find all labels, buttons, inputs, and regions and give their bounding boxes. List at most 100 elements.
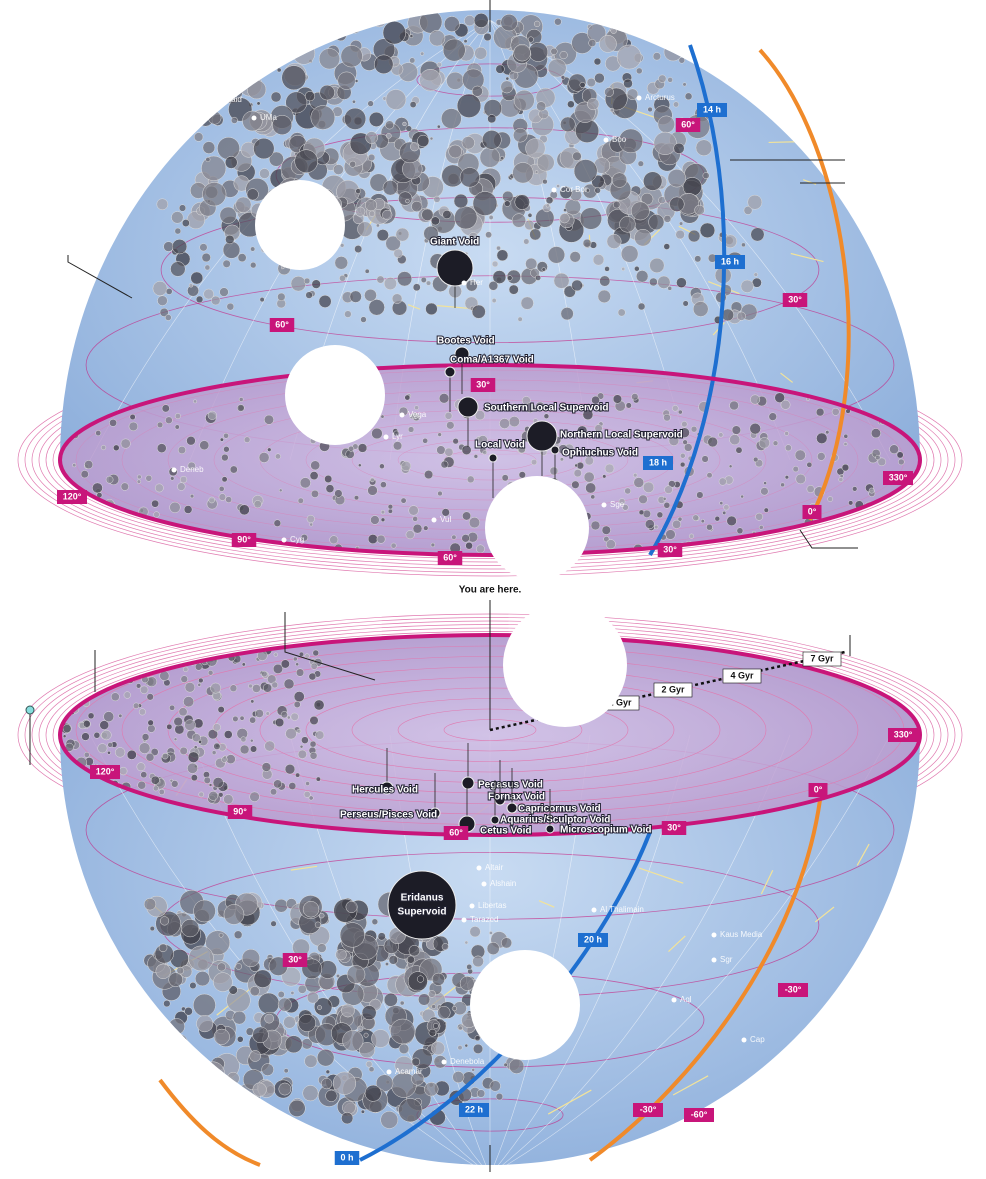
constellation-line [547,1089,592,1115]
galaxy [240,1094,247,1101]
galaxy [270,91,282,103]
galaxy [368,111,384,127]
label-box [269,318,295,332]
galaxy [474,410,486,421]
galaxy [156,1094,173,1111]
galaxy [735,446,743,454]
star-label: Denebola [450,1057,485,1066]
galaxy [232,715,239,722]
star-label: Cap [750,1035,765,1044]
galaxy [221,476,228,483]
galaxy [221,68,240,87]
galaxy [868,487,875,494]
void-label: Giant Void [430,237,479,248]
galaxy [354,245,363,253]
galaxy [572,151,582,161]
galaxy [206,10,229,32]
star [431,517,437,523]
galaxy [165,288,173,295]
galaxy [722,510,727,515]
galaxy [743,206,753,215]
galaxy [250,738,254,743]
galaxy [437,490,443,497]
galaxy [843,442,848,447]
galaxy [136,479,142,484]
galaxy [148,1110,168,1129]
galaxy [440,460,449,469]
galaxy [601,525,611,535]
galaxy [250,699,255,704]
galaxy [623,78,633,89]
galaxy [663,413,671,422]
galaxy [385,120,395,130]
galaxy [358,463,362,467]
galaxy [280,711,288,719]
galaxy [232,1010,247,1025]
galaxy [173,737,178,741]
galaxy [364,288,377,302]
ecliptic-line [588,799,822,1162]
galaxy [611,172,628,188]
constellation-line [258,1104,266,1117]
galaxy [178,707,188,717]
galaxy [237,253,247,263]
galaxy [792,465,799,473]
galaxy [436,62,442,68]
galaxy [288,1099,306,1117]
label-box [715,255,745,269]
galaxy [194,663,203,671]
galaxy [424,1082,439,1097]
caption: You are here. [459,585,522,596]
galaxy [393,248,403,259]
galaxy [841,463,850,472]
galaxy [740,279,754,293]
galaxy [597,289,611,304]
galaxy [485,231,492,239]
galaxy [772,440,779,446]
star [281,537,287,543]
galaxy [464,1043,469,1048]
star [551,187,557,193]
galaxy [547,58,567,78]
galaxy [293,701,301,708]
galaxy [333,164,344,175]
galaxy [609,107,615,113]
galaxy [270,788,278,796]
galaxy [409,101,417,108]
galaxy [95,430,102,436]
star-label: Libertas [478,901,506,910]
galaxy [401,461,412,472]
galaxy [205,930,231,956]
galaxy [360,316,367,323]
star [741,1037,747,1043]
galaxy [273,519,282,527]
galaxy [156,1054,171,1069]
galaxy [750,394,761,405]
galaxy [684,92,693,101]
star [383,434,389,440]
galaxy [138,708,146,716]
galaxy [414,414,419,419]
ecliptic-line [158,1078,261,1167]
galaxy [298,41,310,53]
galaxy [237,404,245,412]
galaxy [453,193,469,209]
galaxy [371,918,379,925]
galaxy [305,291,313,299]
galaxy [135,683,142,689]
galaxy [245,58,268,81]
galaxy [235,963,243,970]
galaxy [171,211,184,224]
galaxy [653,24,661,32]
galaxy [341,1003,355,1018]
galaxy [476,544,485,554]
galaxy [817,452,826,461]
galaxy [65,672,76,682]
label-box [334,1151,360,1165]
galaxy [683,36,692,45]
galaxy [124,551,129,555]
galaxy [349,160,357,168]
galaxy [718,477,727,486]
galaxy [100,444,107,451]
galaxy [208,111,222,125]
